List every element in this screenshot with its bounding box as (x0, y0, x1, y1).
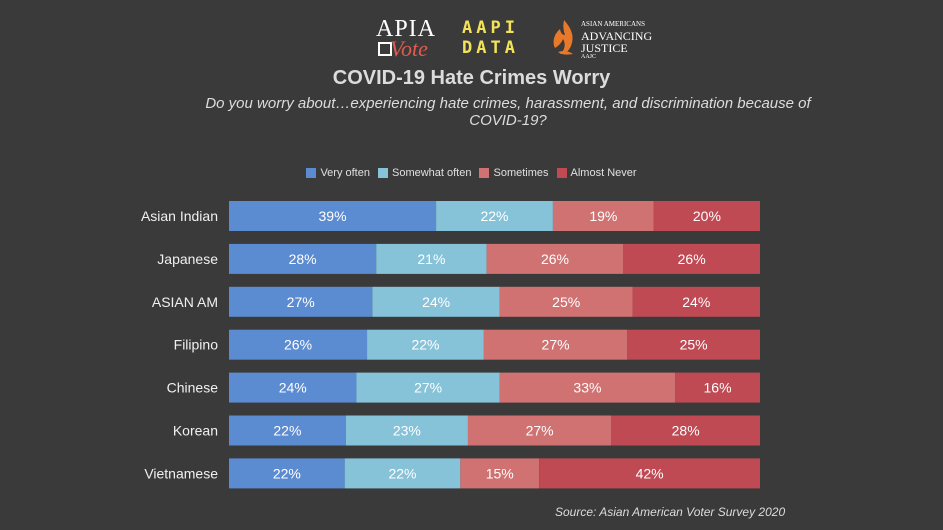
bar-korean-very-often (229, 415, 346, 446)
bar-filipino-sometimes (483, 329, 628, 360)
data-label-asian-am-somewhat-often: 24% (422, 294, 450, 310)
chart-subtitle: Do you worry about…experiencing hate cri… (205, 95, 811, 129)
category-label-asian-am: ASIAN AM (152, 294, 218, 310)
legend-label-somewhat-often: Somewhat often (391, 167, 472, 179)
bar-japanese-almost-never (623, 243, 760, 274)
bar-asian-indian-almost-never (653, 201, 760, 231)
bar-vietnamese-sometimes (460, 458, 540, 489)
legend-swatch-almost-never (556, 168, 567, 178)
data-label-korean-almost-never: 28% (672, 423, 700, 439)
data-label-japanese-sometimes: 26% (541, 251, 569, 267)
bar-asian-am-very-often (229, 286, 373, 317)
category-label-asian-indian: Asian Indian (141, 208, 218, 224)
data-label-asian-indian-almost-never: 20% (693, 208, 721, 224)
bar-korean-somewhat-often (345, 415, 468, 446)
legend-swatch-somewhat-often (377, 168, 388, 178)
bar-chinese-somewhat-often (356, 372, 500, 403)
bar-korean-almost-never (611, 415, 760, 446)
data-label-vietnamese-sometimes: 15% (486, 465, 514, 481)
apia-checkbox-icon (378, 42, 392, 56)
legend-item-sometimes: Sometimes (479, 167, 549, 179)
legend-item-very-often: Very often (306, 167, 370, 179)
data-label-korean-somewhat-often: 23% (393, 423, 421, 439)
bar-japanese-very-often (229, 243, 377, 274)
data-label-chinese-very-often: 24% (279, 380, 307, 396)
bar-asian-indian-sometimes (552, 201, 654, 231)
apia-vote-logo: APIA Vote (376, 16, 446, 61)
legend-label-almost-never: Almost Never (570, 167, 637, 179)
legend-swatch-very-often (306, 168, 317, 178)
aapi-logo-line1: AAPI (462, 18, 519, 38)
legend-item-almost-never: Almost Never (556, 167, 637, 179)
data-label-vietnamese-almost-never: 42% (636, 465, 664, 481)
aajc-logo-line1: ASIAN AMERICANS (581, 20, 645, 28)
legend-label-very-often: Very often (320, 167, 370, 179)
legend-label-sometimes: Sometimes (493, 167, 549, 179)
aajc-logo-line4: AAJC (581, 54, 597, 60)
flame-icon (553, 20, 573, 55)
category-label-filipino: Filipino (174, 337, 219, 353)
data-label-asian-am-very-often: 27% (287, 294, 315, 310)
bar-vietnamese-very-often (229, 458, 345, 489)
aajc-logo: ASIAN AMERICANS ADVANCING JUSTICE AAJC (551, 16, 661, 60)
category-label-vietnamese: Vietnamese (144, 465, 218, 481)
bar-chinese-sometimes (499, 372, 676, 403)
aajc-logo-line2: ADVANCING (581, 29, 653, 43)
bar-asian-am-almost-never (632, 286, 760, 317)
bar-filipino-very-often (229, 329, 368, 360)
data-label-asian-indian-very-often: 39% (319, 208, 347, 224)
data-label-japanese-somewhat-often: 21% (417, 251, 445, 267)
bar-vietnamese-somewhat-often (344, 458, 461, 489)
data-label-chinese-sometimes: 33% (573, 380, 601, 396)
bar-vietnamese-almost-never (539, 458, 760, 489)
category-label-japanese: Japanese (157, 251, 218, 267)
data-label-asian-am-sometimes: 25% (552, 294, 580, 310)
apia-logo-subtext: Vote (390, 36, 428, 61)
legend-item-somewhat-often: Somewhat often (377, 167, 472, 179)
data-label-chinese-somewhat-often: 27% (414, 380, 442, 396)
bar-japanese-sometimes (486, 243, 624, 274)
data-label-vietnamese-very-often: 22% (273, 465, 301, 481)
chart-title: COVID-19 Hate Crimes Worry (332, 67, 611, 89)
bar-japanese-somewhat-often (376, 243, 487, 274)
data-label-filipino-very-often: 26% (284, 337, 312, 353)
data-label-asian-am-almost-never: 24% (682, 294, 710, 310)
bar-asian-indian-very-often (229, 201, 437, 231)
aapi-logo-line2: DATA (462, 38, 519, 58)
data-label-japanese-very-often: 28% (289, 251, 317, 267)
bar-asian-am-sometimes (499, 286, 633, 317)
apia-logo-text: APIA (376, 16, 437, 42)
logo-bar: APIA Vote AAPI DATA ASIAN AMERICANS ADVA… (0, 16, 943, 61)
data-label-asian-indian-sometimes: 19% (589, 208, 617, 224)
bar-asian-indian-somewhat-often (436, 201, 553, 231)
aajc-logo-line3: JUSTICE (581, 41, 628, 55)
data-label-korean-very-often: 22% (273, 423, 301, 439)
bar-korean-sometimes (467, 415, 612, 446)
bar-chinese-almost-never (675, 372, 760, 403)
data-label-asian-indian-somewhat-often: 22% (480, 208, 508, 224)
bar-chinese-very-often (229, 372, 357, 403)
aapi-data-logo: AAPI DATA (462, 16, 534, 60)
source-note: Source: Asian American Voter Survey 2020 (555, 505, 786, 519)
bar-filipino-almost-never (627, 329, 760, 360)
bar-asian-am-somewhat-often (372, 286, 500, 317)
category-label-chinese: Chinese (167, 380, 219, 396)
data-label-korean-sometimes: 27% (526, 423, 554, 439)
data-label-filipino-somewhat-often: 22% (411, 337, 439, 353)
data-label-japanese-almost-never: 26% (678, 251, 706, 267)
data-label-vietnamese-somewhat-often: 22% (388, 465, 416, 481)
chart-legend: Very often Somewhat often Sometimes Almo… (0, 167, 943, 179)
bar-filipino-somewhat-often (367, 329, 484, 360)
legend-swatch-sometimes (479, 168, 490, 178)
data-label-filipino-almost-never: 25% (680, 337, 708, 353)
data-label-filipino-sometimes: 27% (542, 337, 570, 353)
data-label-chinese-almost-never: 16% (704, 380, 732, 396)
category-label-korean: Korean (173, 423, 218, 439)
